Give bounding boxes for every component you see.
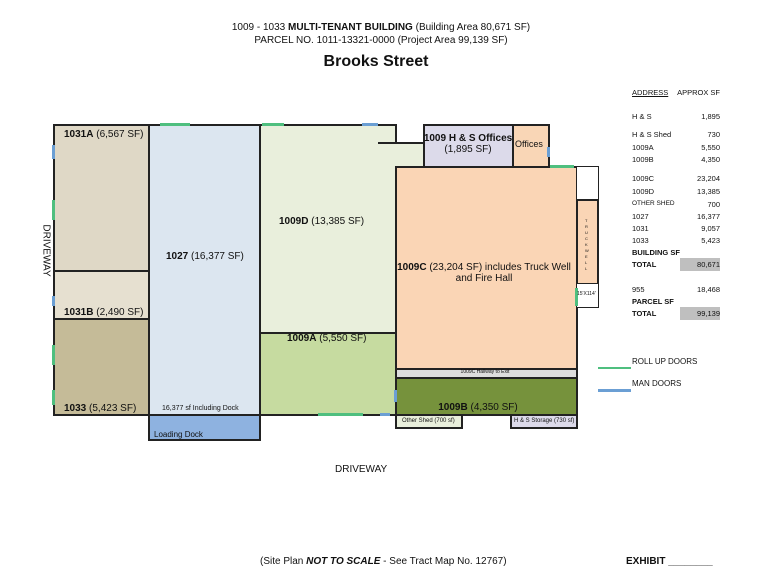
driveway-left-label: DRIVEWAY: [40, 224, 52, 277]
label-1027: 1027 (16,377 SF): [166, 251, 244, 262]
table-row: H & S 1,895: [632, 112, 720, 121]
right-annex: [576, 166, 599, 201]
roll-up-door: [52, 345, 55, 365]
driveway-bottom-label: DRIVEWAY: [335, 464, 388, 475]
unit-1009c: [395, 166, 578, 370]
exhibit-label: EXHIBIT ________: [626, 556, 713, 567]
roll-up-door: [262, 123, 284, 126]
roll-up-legend-label: ROLL UP DOORS: [632, 357, 698, 366]
label-1027-note: 16,377 sf Including Dock: [162, 405, 239, 412]
hs-storage: [510, 414, 578, 429]
label-1009a: 1009A (5,550 SF): [287, 333, 367, 344]
table-row: 1027 16,377: [632, 212, 720, 221]
label-dim: 15'X114': [577, 291, 596, 297]
label-1009b: 1009B (4,350 SF): [438, 402, 518, 413]
label-1031a: 1031A (6,567 SF): [64, 129, 144, 140]
unit-1009d-step: [378, 142, 425, 168]
table-row: 1009A 5,550: [632, 143, 720, 152]
parcel-total: 99,139: [680, 307, 720, 320]
man-door: [52, 145, 55, 159]
parcel-sf-label: PARCEL SF: [632, 297, 674, 306]
building-sf-label: BUILDING SF: [632, 248, 680, 257]
man-door: [394, 390, 397, 402]
roll-up-door: [52, 390, 55, 405]
unit-1009b: [395, 377, 578, 416]
roll-up-door: [52, 200, 55, 220]
table-row: 1009C 23,204: [632, 174, 720, 183]
table-row: 1033 5,423: [632, 236, 720, 245]
roll-up-door: [575, 288, 578, 306]
street-name: Brooks Street: [323, 53, 429, 70]
unit-1027: [148, 124, 261, 416]
roll-up-door: [160, 123, 190, 126]
roll-up-door: [318, 413, 363, 416]
unit-1031a: [53, 124, 150, 272]
header-line1: 1009 - 1033 MULTI-TENANT BUILDING (Build…: [231, 22, 531, 33]
table-row: H & S Shed 730: [632, 130, 720, 139]
table-row: 1031 9,057: [632, 224, 720, 233]
label-hs-offices: 1009 H & S Offices (1,895 SF): [423, 133, 513, 155]
label-loading-dock: Loading Dock: [154, 430, 203, 439]
other-shed: [395, 414, 463, 429]
man-door: [52, 296, 55, 306]
label-hallway: 1009C Hallway to Exit: [460, 369, 510, 375]
unit-1009d: [259, 124, 397, 334]
table-row: 1009D 13,385: [632, 187, 720, 196]
building-total-label: TOTAL: [632, 260, 657, 269]
table-header: ADDRESS APPROX SF: [632, 88, 720, 97]
roll-up-legend-swatch: [598, 367, 631, 369]
label-truck-well: TRUCKWELL: [585, 218, 589, 271]
label-offices: Offices: [515, 139, 543, 149]
man-door-legend-label: MAN DOORS: [632, 379, 682, 388]
label-hs-storage: H & S Storage (730 sf): [514, 418, 575, 424]
header-line2: PARCEL NO. 1011-13321-0000 (Project Area…: [254, 35, 508, 46]
man-door-legend-swatch: [598, 389, 631, 392]
label-other-shed: Other Shed (700 sf): [402, 418, 455, 424]
loading-dock: [148, 414, 261, 441]
label-1033: 1033 (5,423 SF): [64, 403, 137, 414]
table-row: 955 18,468: [632, 285, 720, 294]
man-door: [380, 413, 390, 416]
label-1009d: 1009D (13,385 SF): [279, 216, 365, 227]
label-1009c: 1009C (23,204 SF) includes Truck Well and…: [397, 262, 571, 284]
unit-1009a: [259, 332, 397, 416]
parcel-total-label: TOTAL: [632, 309, 657, 318]
footer-note: (Site Plan NOT TO SCALE - See Tract Map …: [260, 556, 507, 567]
man-door: [547, 147, 550, 157]
table-row: 1009B 4,350: [632, 155, 720, 164]
unit-1033: [53, 318, 150, 416]
building-total: 80,671: [680, 258, 720, 271]
roll-up-door: [550, 165, 574, 168]
man-door: [362, 123, 378, 126]
label-1031b: 1031B (2,490 SF): [64, 307, 144, 318]
unit-offices: [512, 124, 550, 168]
table-row: OTHER SHED 700: [632, 200, 720, 209]
